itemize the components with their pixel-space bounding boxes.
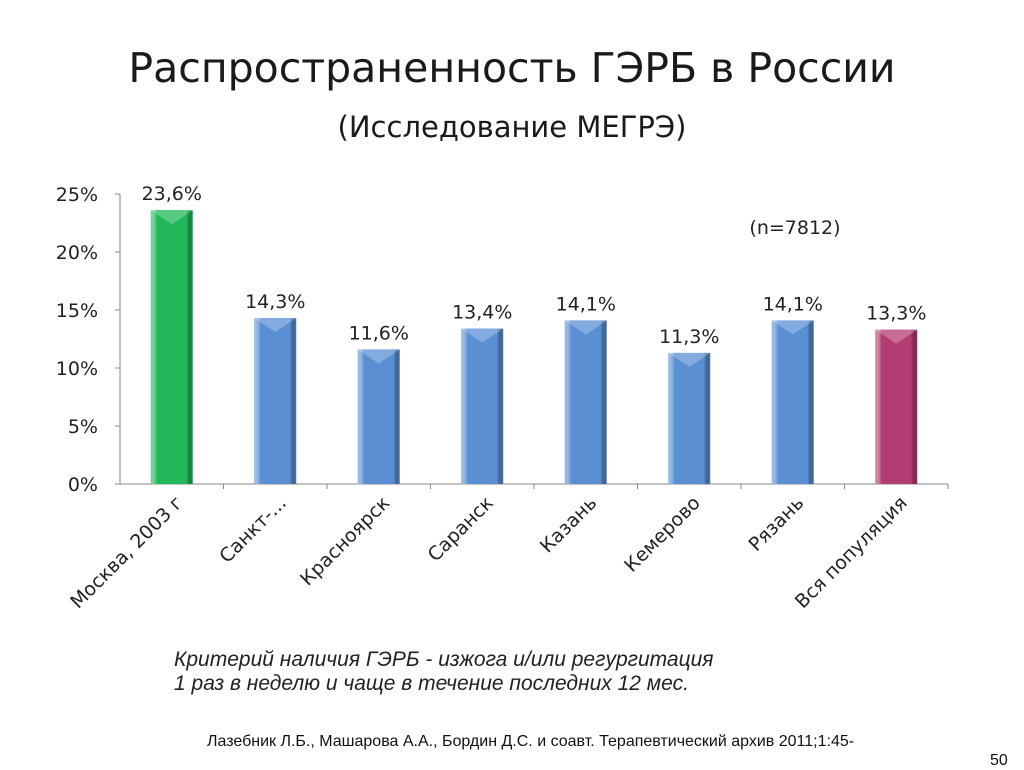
x-tick-label: Рязань (744, 492, 808, 556)
y-tick-label: 5% (68, 416, 98, 438)
data-label: 13,3% (866, 303, 926, 325)
citation-continued: 50 (990, 752, 1008, 769)
x-tick-label: Санкт-... (215, 492, 291, 568)
criterion-line-1: Критерий наличия ГЭРБ - изжога и/или рег… (174, 648, 714, 671)
bar-bevel (564, 320, 607, 335)
chart-subtitle: (Исследование МЕГРЭ) (337, 110, 687, 144)
bar-shading (254, 318, 297, 484)
data-label: 11,3% (659, 326, 719, 348)
citation: Лазебник Л.Б., Машарова А.А., Бордин Д.С… (207, 733, 855, 750)
bar-shading (875, 329, 918, 484)
x-tick-label: Вся популяция (791, 492, 912, 613)
x-tick-label: Москва, 2003 г (66, 492, 187, 613)
bar-shading (150, 210, 193, 485)
bar-bevel (668, 352, 711, 367)
bar-shading (564, 320, 607, 484)
bar-shading (357, 349, 400, 484)
data-label: 14,1% (763, 293, 823, 315)
data-label: 11,6% (349, 322, 409, 344)
x-tick-label: Казань (536, 492, 601, 557)
bar-bevel (150, 210, 193, 225)
y-tick-label: 0% (68, 474, 98, 496)
data-label: 14,1% (556, 293, 616, 315)
bar-shading (461, 328, 504, 484)
x-tick-label: Кемерово (620, 492, 705, 577)
bar-bevel (357, 349, 400, 364)
x-tick-label: Саранск (424, 492, 498, 566)
bar-bevel (461, 328, 504, 343)
data-label: 13,4% (452, 302, 512, 324)
chart-title: Распространенность ГЭРБ в России (128, 44, 896, 92)
data-label: 23,6% (142, 183, 202, 205)
sample-size-annotation: (n=7812) (749, 217, 840, 239)
bar-bevel (771, 320, 814, 335)
y-tick-label: 15% (56, 300, 98, 322)
x-tick-label: Красноярск (296, 492, 394, 590)
y-tick-label: 20% (56, 242, 98, 264)
y-tick-label: 25% (56, 184, 98, 206)
criterion-line-2: 1 раз в неделю и чаще в течение последни… (174, 672, 689, 695)
data-label: 14,3% (245, 291, 305, 313)
bar-shading (668, 352, 711, 484)
bar-shading (771, 320, 814, 484)
bar-bevel (254, 318, 297, 333)
y-tick-label: 10% (56, 358, 98, 380)
bar-bevel (875, 329, 918, 344)
